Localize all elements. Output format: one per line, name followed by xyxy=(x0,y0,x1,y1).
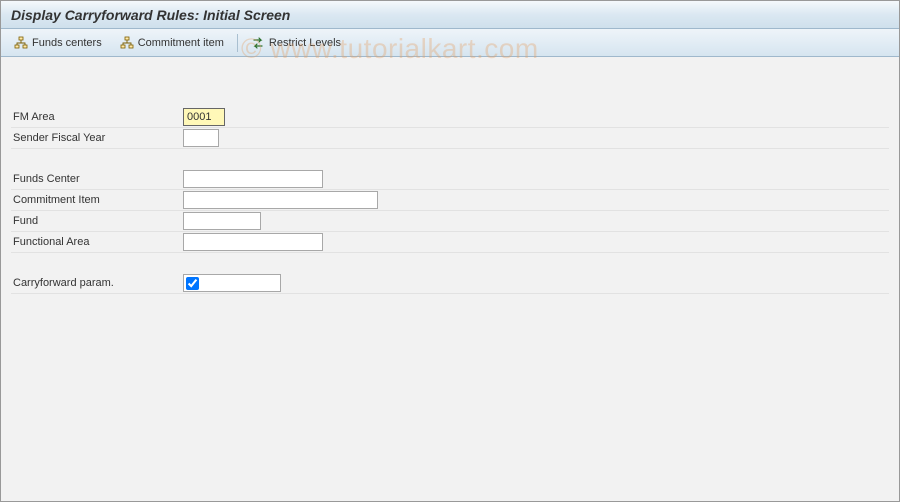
carryforward-label: Carryforward param. xyxy=(11,277,183,289)
field-row-funds-center: Funds Center xyxy=(11,169,889,190)
page-title: Display Carryforward Rules: Initial Scre… xyxy=(11,7,290,23)
restrict-levels-button[interactable]: Restrict Levels xyxy=(244,33,348,53)
funds-center-input[interactable] xyxy=(183,170,323,188)
carryforward-checkbox[interactable] xyxy=(186,277,199,290)
fund-input[interactable] xyxy=(183,212,261,230)
funds-centers-label: Funds centers xyxy=(32,37,102,49)
fm-area-input[interactable] xyxy=(183,108,225,126)
restrict-levels-label: Restrict Levels xyxy=(269,37,341,49)
application-toolbar: Funds centers Commitment item Restrict L… xyxy=(1,29,899,57)
fund-label: Fund xyxy=(11,215,183,227)
sender-fy-label: Sender Fiscal Year xyxy=(11,132,183,144)
carryforward-checkbox-wrap xyxy=(183,274,281,292)
field-row-functional-area: Functional Area xyxy=(11,232,889,253)
functional-area-label: Functional Area xyxy=(11,236,183,248)
field-row-fund: Fund xyxy=(11,211,889,232)
field-row-sender-fy: Sender Fiscal Year xyxy=(11,128,889,149)
funds-center-label: Funds Center xyxy=(11,173,183,185)
field-row-fm-area: FM Area xyxy=(11,107,889,128)
funds-centers-button[interactable]: Funds centers xyxy=(7,33,109,53)
title-bar: Display Carryforward Rules: Initial Scre… xyxy=(1,1,899,29)
content-area: FM Area Sender Fiscal Year Funds Center … xyxy=(1,57,899,501)
commitment-item-label: Commitment item xyxy=(138,37,224,49)
toolbar-separator xyxy=(237,34,238,52)
commitment-item-input[interactable] xyxy=(183,191,378,209)
hierarchy-icon xyxy=(14,36,28,50)
field-row-commitment-item: Commitment Item xyxy=(11,190,889,211)
swap-icon xyxy=(251,36,265,50)
functional-area-input[interactable] xyxy=(183,233,323,251)
commitment-item-button[interactable]: Commitment item xyxy=(113,33,231,53)
sender-fy-input[interactable] xyxy=(183,129,219,147)
field-row-carryforward: Carryforward param. xyxy=(11,273,889,294)
fm-area-label: FM Area xyxy=(11,111,183,123)
hierarchy-icon xyxy=(120,36,134,50)
commitment-item-field-label: Commitment Item xyxy=(11,194,183,206)
